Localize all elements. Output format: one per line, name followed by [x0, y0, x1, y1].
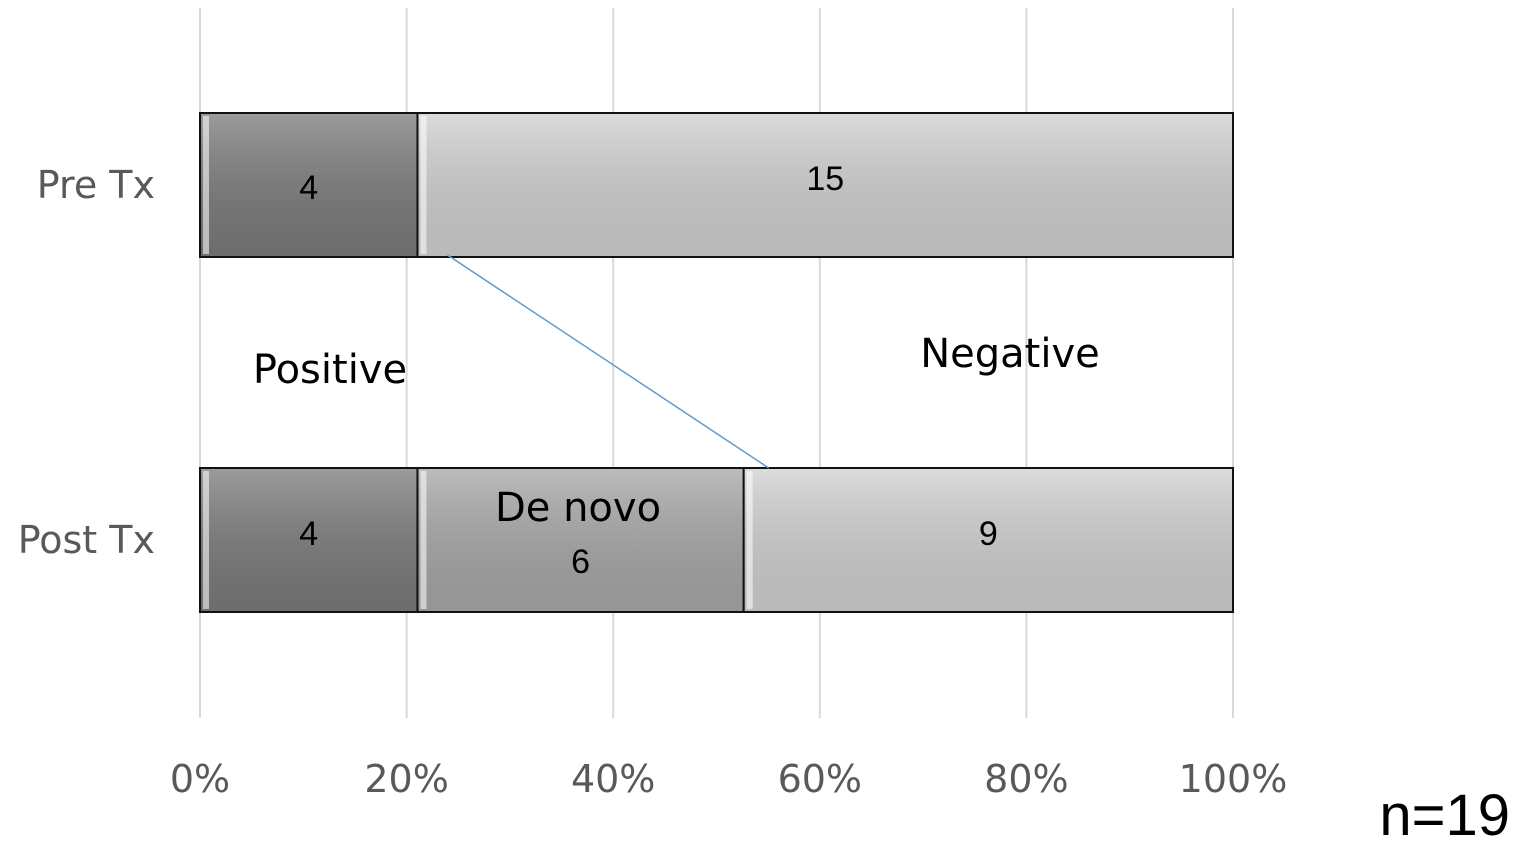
- bar-shading-post-tx-segment-2: [744, 469, 1232, 611]
- data-label-post-tx-segment-0: 4: [299, 515, 318, 553]
- x-tick-label-80: 80%: [984, 757, 1068, 801]
- x-tick-label-40: 40%: [571, 757, 655, 801]
- x-tick-label-20: 20%: [364, 757, 448, 801]
- bar-highlight-post-tx-segment-1: [420, 471, 427, 609]
- bar-shading-post-tx-segment-0: [201, 469, 417, 611]
- x-axis-ticks: 0% 20% 40% 60% 80% 100%: [170, 757, 1287, 801]
- annotation-positive: Positive: [253, 347, 407, 393]
- data-label-pre-tx-segment-0: 4: [299, 169, 318, 207]
- category-label-pre-tx: Pre Tx: [37, 163, 155, 207]
- data-label-post-tx-segment-2: 9: [979, 515, 998, 553]
- bar-shading-pre-tx-segment-2: [418, 114, 1232, 256]
- bars: [199, 112, 1234, 613]
- annotation-de-novo: De novo: [495, 485, 661, 531]
- bar-highlight-post-tx-segment-0: [203, 471, 209, 609]
- data-labels: 4 15 4 6 9: [299, 160, 998, 581]
- data-label-post-tx-segment-1: 6: [571, 543, 590, 581]
- bar-highlight-pre-tx-segment-0: [203, 116, 209, 254]
- x-tick-label-100: 100%: [1179, 757, 1288, 801]
- annotation-negative: Negative: [920, 331, 1100, 377]
- bar-shading-post-tx-segment-1: [418, 469, 743, 611]
- sample-size-label: n=19: [1379, 783, 1510, 842]
- x-tick-label-60: 60%: [778, 757, 862, 801]
- x-tick-label-0: 0%: [170, 757, 230, 801]
- bar-shading-pre-tx-segment-0: [201, 114, 417, 256]
- connector-line: [447, 254, 770, 469]
- category-label-post-tx: Post Tx: [18, 518, 155, 562]
- data-label-pre-tx-segment-2: 15: [806, 160, 844, 198]
- bar-highlight-post-tx-segment-2: [746, 471, 753, 609]
- bar-highlight-pre-tx-segment-2: [420, 116, 427, 254]
